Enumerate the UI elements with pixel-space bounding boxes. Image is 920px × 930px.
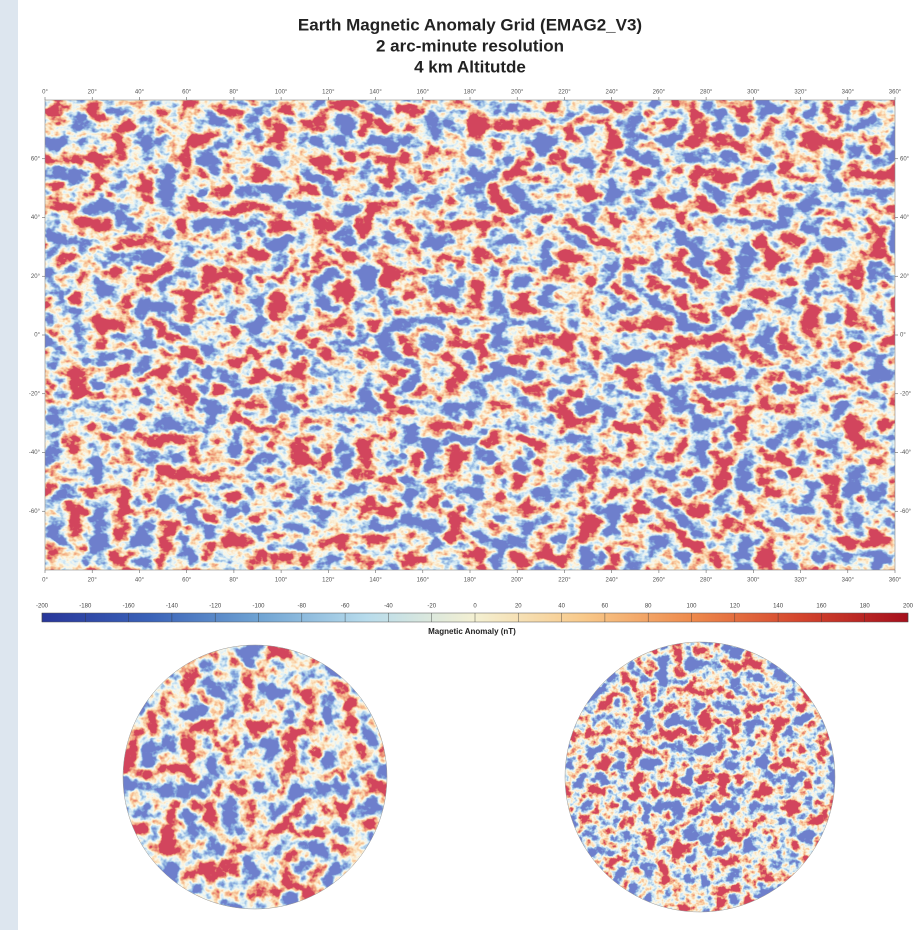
lat-tick-label: 0° <box>34 333 40 339</box>
colorbar-tick-label: -140 <box>166 604 179 610</box>
lon-tick-label: 100° <box>275 90 288 96</box>
lon-tick-label: 220° <box>558 90 571 96</box>
lon-tick-label: 240° <box>605 90 618 96</box>
lon-tick-label: 120° <box>322 90 335 96</box>
colorbar-tick-label: -80 <box>297 604 306 610</box>
lat-tick-label: -20° <box>29 391 41 397</box>
colorbar-tick-label: 100 <box>686 604 697 610</box>
lat-tick-label: 60° <box>900 156 910 162</box>
lon-tick-label: 360° <box>889 578 902 584</box>
lat-tick-label: -20° <box>900 391 912 397</box>
lon-tick-label: 260° <box>653 90 666 96</box>
lon-tick-label: 180° <box>464 90 477 96</box>
lon-tick-label: 280° <box>700 578 713 584</box>
lon-tick-label: 80° <box>229 578 239 584</box>
lon-tick-label: 0° <box>42 578 48 584</box>
lon-tick-label: 140° <box>369 90 382 96</box>
colorbar-tick-label: -160 <box>123 604 136 610</box>
lon-tick-label: 220° <box>558 578 571 584</box>
title: Earth Magnetic Anomaly Grid (EMAG2_V3) <box>298 15 642 34</box>
colorbar-tick-label: 20 <box>515 604 522 610</box>
lat-tick-label: -40° <box>900 450 912 456</box>
lat-tick-label: -40° <box>29 450 41 456</box>
lat-tick-label: 40° <box>31 215 41 221</box>
lat-tick-label: 40° <box>900 215 910 221</box>
colorbar-tick-label: 80 <box>645 604 652 610</box>
lon-tick-label: 40° <box>135 578 145 584</box>
lon-tick-label: 200° <box>511 90 524 96</box>
colorbar-tick-label: 180 <box>860 604 871 610</box>
colorbar-tick-label: -200 <box>36 604 49 610</box>
polar-frame <box>122 644 388 910</box>
polar-map <box>565 642 835 912</box>
lon-tick-label: 20° <box>88 578 98 584</box>
colorbar-tick-label: -120 <box>209 604 222 610</box>
lat-tick-label: 60° <box>31 156 41 162</box>
anomaly-map <box>45 100 895 570</box>
lon-tick-label: 360° <box>889 90 902 96</box>
polar-map <box>123 645 387 909</box>
colorbar-tick-label: -20 <box>427 604 436 610</box>
colorbar-tick-label: 60 <box>602 604 609 610</box>
lon-tick-label: 240° <box>605 578 618 584</box>
colorbar-label: Magnetic Anomaly (nT) <box>428 627 516 636</box>
lon-tick-label: 340° <box>842 578 855 584</box>
lon-tick-label: 140° <box>369 578 382 584</box>
subtitle: 2 arc-minute resolution <box>376 36 564 55</box>
lon-tick-label: 340° <box>842 90 855 96</box>
lat-tick-label: 20° <box>900 274 910 280</box>
colorbar-tick-label: -100 <box>252 604 265 610</box>
lon-tick-label: 40° <box>135 90 145 96</box>
lon-tick-label: 0° <box>42 90 48 96</box>
lon-tick-label: 260° <box>653 578 666 584</box>
lon-tick-label: 160° <box>417 578 430 584</box>
colorbar-tick-label: 0 <box>473 604 477 610</box>
lat-tick-label: -60° <box>29 509 41 515</box>
colorbar-tick-label: 140 <box>773 604 784 610</box>
lon-tick-label: 300° <box>747 90 760 96</box>
colorbar-tick-label: 120 <box>730 604 741 610</box>
lon-tick-label: 280° <box>700 90 713 96</box>
colorbar-tick-label: -40 <box>384 604 393 610</box>
lon-tick-label: 100° <box>275 578 288 584</box>
lon-tick-label: 180° <box>464 578 477 584</box>
lon-tick-label: 160° <box>417 90 430 96</box>
lat-tick-label: -60° <box>900 509 912 515</box>
colorbar-tick-label: 200 <box>903 604 914 610</box>
colorbar-tick-label: -180 <box>79 604 92 610</box>
lon-tick-label: 120° <box>322 578 335 584</box>
lat-tick-label: 20° <box>31 274 41 280</box>
lon-tick-label: 300° <box>747 578 760 584</box>
lon-tick-label: 20° <box>88 90 98 96</box>
lon-tick-label: 320° <box>794 90 807 96</box>
subtitle: 4 km Altitutde <box>414 57 526 76</box>
colorbar-tick-label: 160 <box>816 604 827 610</box>
lon-tick-label: 80° <box>229 90 239 96</box>
lon-tick-label: 320° <box>794 578 807 584</box>
lon-tick-label: 200° <box>511 578 524 584</box>
polar-frame <box>564 641 836 913</box>
lon-tick-label: 60° <box>182 90 192 96</box>
lon-tick-label: 60° <box>182 578 192 584</box>
colorbar-tick-label: 40 <box>558 604 565 610</box>
colorbar-tick-label: -60 <box>341 604 350 610</box>
lat-tick-label: 0° <box>900 333 906 339</box>
